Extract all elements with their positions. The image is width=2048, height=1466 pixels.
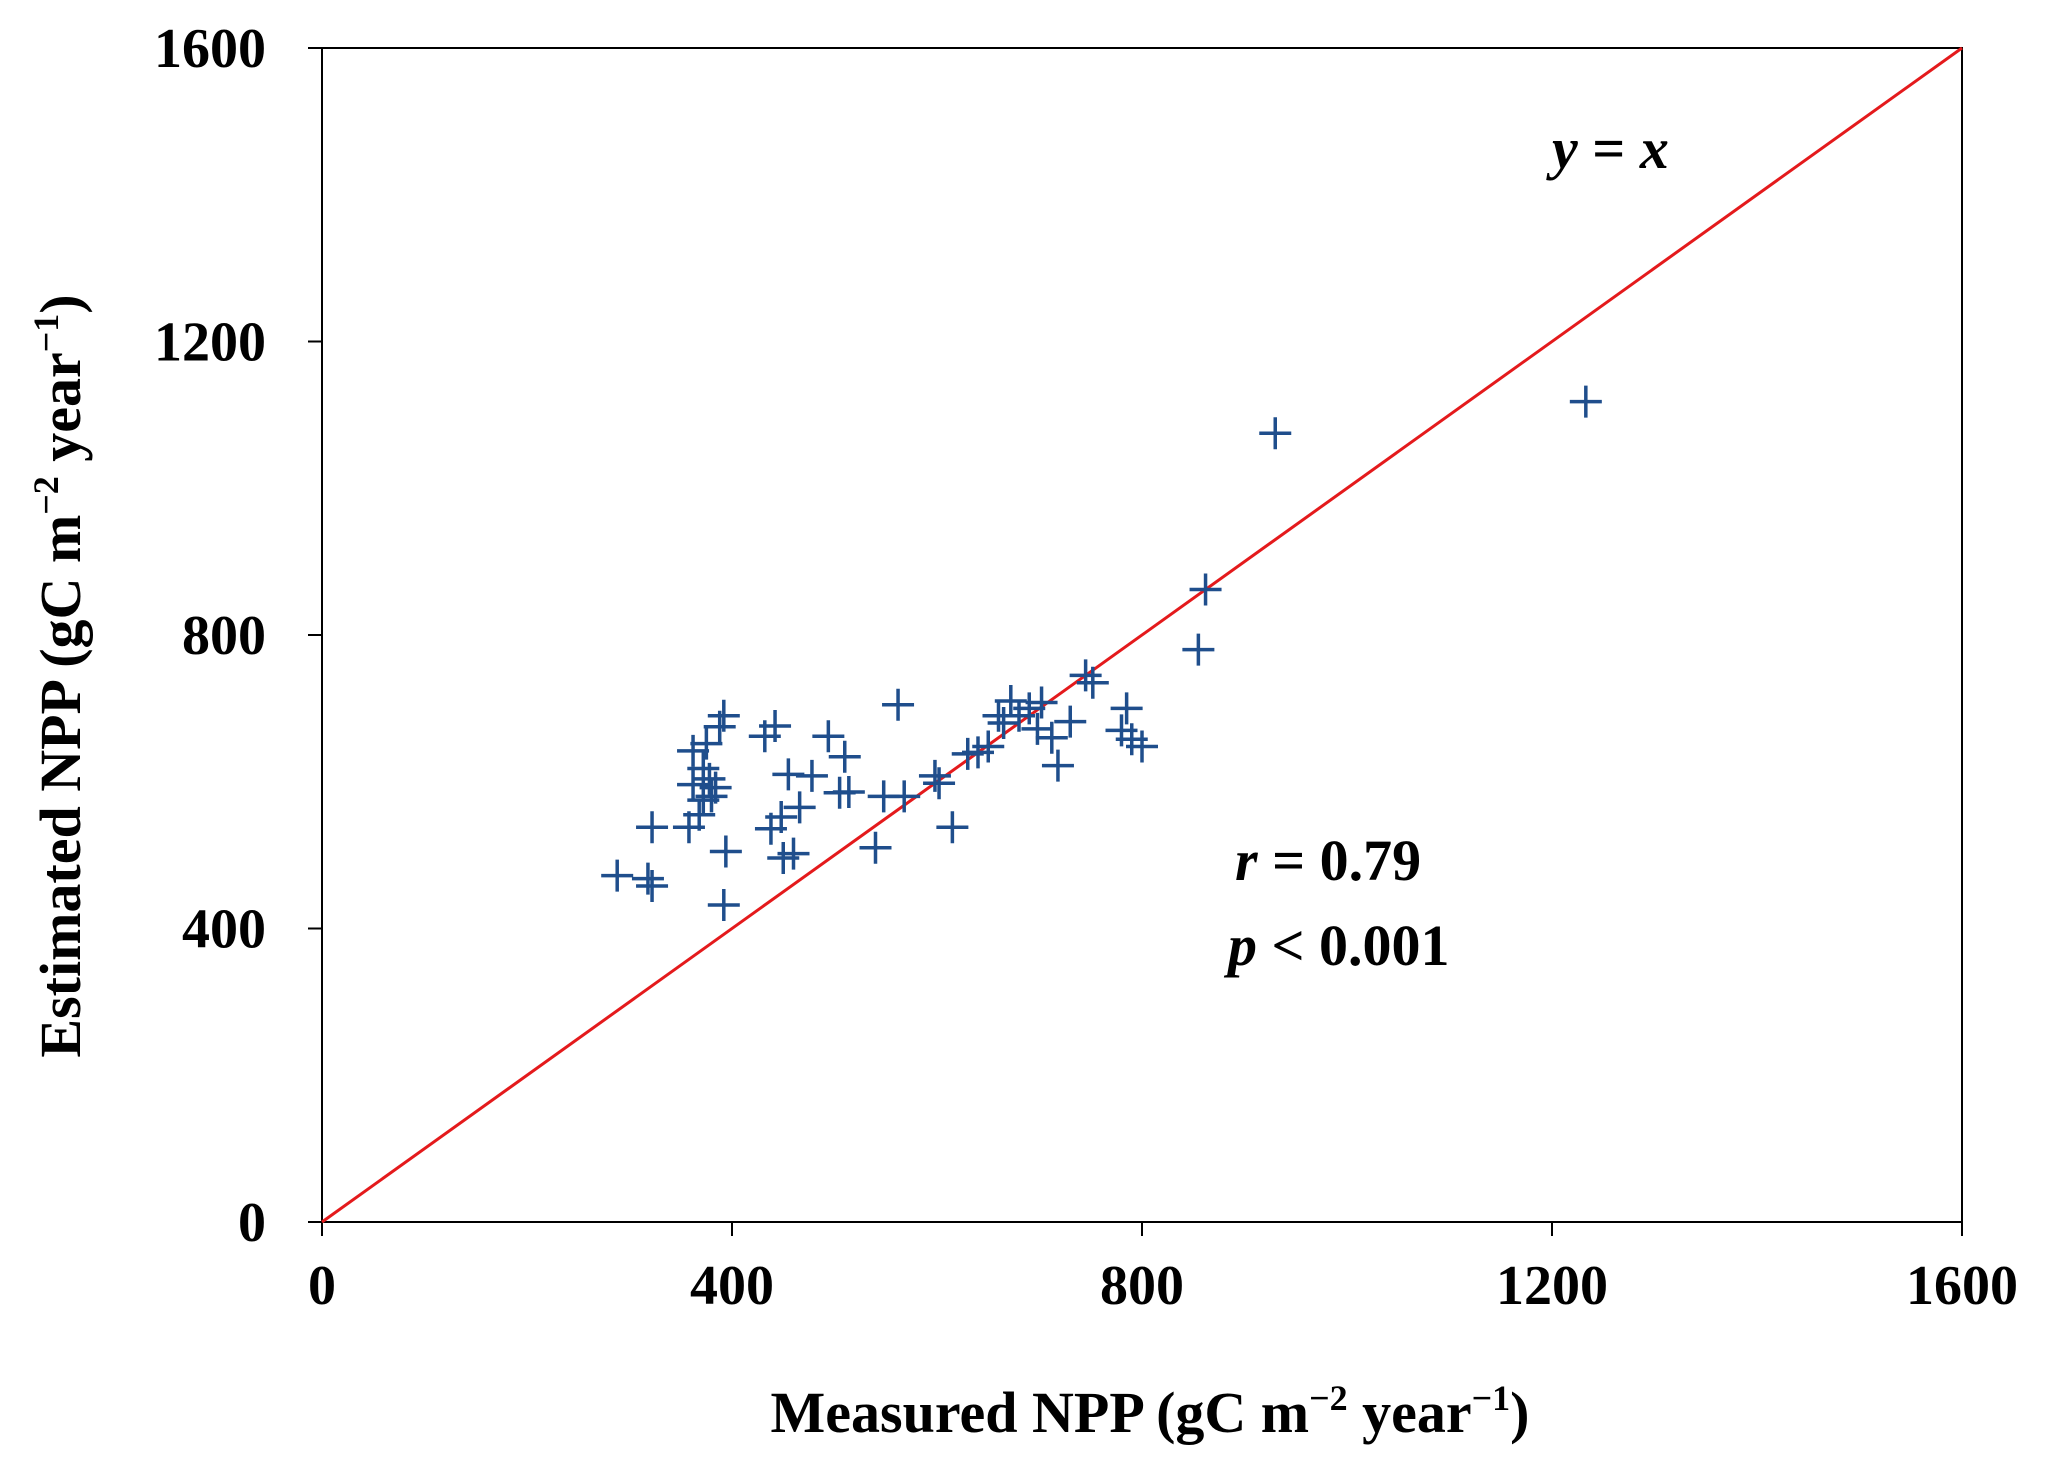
x-tick-label: 0 xyxy=(308,1255,336,1317)
data-point xyxy=(1126,730,1158,763)
x-tick-label: 1200 xyxy=(1496,1255,1608,1317)
data-point xyxy=(1110,692,1143,725)
data-point xyxy=(707,699,740,732)
data-point xyxy=(695,780,728,813)
data-point xyxy=(693,762,726,795)
data-point xyxy=(1041,749,1074,782)
data-point xyxy=(1259,417,1292,450)
correlation-label: r = 0.79 xyxy=(1235,828,1421,893)
data-point xyxy=(636,811,669,844)
data-point xyxy=(690,727,723,760)
data-point xyxy=(677,734,710,767)
data-point xyxy=(783,791,816,824)
reference-line xyxy=(321,46,1963,1224)
data-point xyxy=(1569,385,1602,418)
data-point xyxy=(812,720,845,753)
data-point xyxy=(683,798,716,831)
data-point xyxy=(1076,666,1109,699)
data-point xyxy=(1025,686,1058,719)
data-point xyxy=(918,759,951,792)
data-point xyxy=(795,759,828,792)
data-point xyxy=(1069,659,1102,692)
data-point xyxy=(888,780,921,813)
data-point xyxy=(765,800,798,833)
data-point xyxy=(699,771,732,804)
data-point xyxy=(859,831,892,864)
x-tick-label: 400 xyxy=(690,1255,774,1317)
y-tick-label: 1200 xyxy=(154,312,266,374)
data-point xyxy=(1189,573,1222,606)
data-point xyxy=(923,767,956,800)
data-point xyxy=(936,811,969,844)
data-point xyxy=(832,776,865,809)
data-point xyxy=(828,740,861,773)
x-tick-label: 1600 xyxy=(1906,1255,2018,1317)
x-axis-title: Measured NPP (gC m−2 year−1) xyxy=(771,1378,1530,1445)
data-point xyxy=(994,685,1027,718)
y-tick-label: 400 xyxy=(182,899,266,961)
data-point xyxy=(709,835,742,868)
plot-area: 0 400 800 1200 1600 0 400 800 1200 1600 xyxy=(154,18,2018,1317)
x-tick-label: 800 xyxy=(1100,1255,1184,1317)
data-point xyxy=(601,859,634,892)
y-tick-label: 0 xyxy=(238,1192,266,1254)
data-point xyxy=(636,869,669,902)
data-point xyxy=(1054,705,1087,738)
data-point xyxy=(707,889,740,922)
reference-line-label: y = x xyxy=(1546,116,1669,181)
data-point xyxy=(1021,712,1054,745)
p-value-label: p < 0.001 xyxy=(1223,913,1450,978)
data-point xyxy=(631,862,664,895)
data-point xyxy=(882,688,915,721)
data-point xyxy=(1035,721,1068,754)
y-tick-label: 1600 xyxy=(154,18,266,80)
data-point xyxy=(759,709,792,742)
data-point xyxy=(777,837,810,870)
data-point xyxy=(987,707,1020,740)
y-tick-label: 800 xyxy=(182,605,266,667)
data-point xyxy=(1182,633,1215,666)
data-point xyxy=(972,730,1005,763)
y-axis-title: Estimated NPP (gC m−2 year−1) xyxy=(26,294,93,1057)
